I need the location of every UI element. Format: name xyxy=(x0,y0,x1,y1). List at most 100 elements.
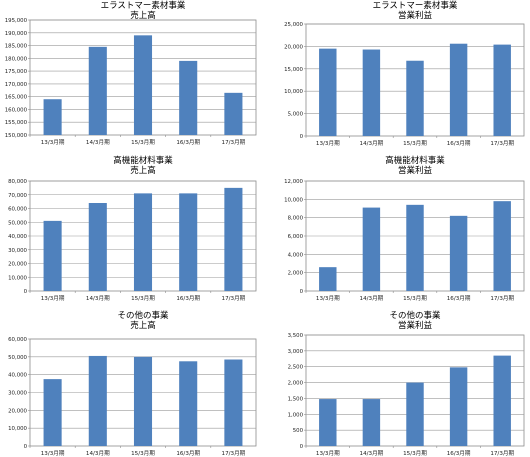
y-tick-label: 3,500 xyxy=(288,333,304,339)
y-tick-label: 10,000 xyxy=(284,197,303,203)
bar xyxy=(88,355,107,446)
x-category-label: 13/3月期 xyxy=(41,450,65,457)
chart-title: エラストマー素材事業 xyxy=(101,0,186,11)
x-category-label: 15/3月期 xyxy=(131,295,155,302)
y-tick-label: 30,000 xyxy=(8,391,27,397)
bar xyxy=(449,367,468,446)
y-tick-label: 155,000 xyxy=(5,120,28,126)
y-tick-label: 10,000 xyxy=(8,426,27,432)
y-tick-label: 40,000 xyxy=(8,373,27,379)
x-category-label: 14/3月期 xyxy=(360,450,384,457)
y-tick-label: 20,000 xyxy=(8,262,27,268)
chart-title: その他の事業 xyxy=(117,310,169,321)
y-tick-label: 180,000 xyxy=(5,56,28,62)
y-tick-label: 20,000 xyxy=(8,408,27,414)
y-tick-label: 80,000 xyxy=(8,179,27,185)
x-category-label: 13/3月期 xyxy=(41,295,65,302)
y-tick-label: 3,000 xyxy=(288,349,304,355)
x-category-label: 13/3月期 xyxy=(316,450,340,457)
x-category-label: 15/3月期 xyxy=(403,140,427,147)
x-category-label: 17/3月期 xyxy=(222,139,246,146)
bar xyxy=(493,201,511,291)
x-category-label: 17/3月期 xyxy=(490,140,514,147)
y-tick-label: 0 xyxy=(24,289,28,295)
y-tick-label: 6,000 xyxy=(288,234,304,240)
y-tick-label: 10,000 xyxy=(8,275,27,281)
y-tick-label: 70,000 xyxy=(8,193,27,199)
chart-subtitle: 売上高 xyxy=(130,10,156,21)
x-category-label: 15/3月期 xyxy=(403,295,427,302)
x-category-label: 16/3月期 xyxy=(447,295,471,302)
x-category-label: 16/3月期 xyxy=(447,450,471,457)
x-category-label: 14/3月期 xyxy=(86,450,110,457)
bar xyxy=(319,399,337,446)
x-category-label: 14/3月期 xyxy=(86,139,110,146)
x-category-label: 15/3月期 xyxy=(131,139,155,146)
bar xyxy=(362,399,381,446)
y-tick-label: 195,000 xyxy=(5,18,28,24)
bar xyxy=(406,382,424,446)
x-category-label: 13/3月期 xyxy=(41,139,65,146)
x-category-label: 17/3月期 xyxy=(490,450,514,457)
chart-title: 高機能材料事業 xyxy=(113,155,173,166)
bar xyxy=(43,99,62,135)
x-category-label: 14/3月期 xyxy=(360,140,384,147)
y-tick-label: 5,000 xyxy=(288,112,304,118)
chart-subtitle: 営業利益 xyxy=(398,165,433,176)
x-category-label: 16/3月期 xyxy=(176,139,200,146)
x-category-label: 17/3月期 xyxy=(222,450,246,457)
y-tick-label: 10,000 xyxy=(284,89,303,95)
bar xyxy=(88,46,107,136)
y-tick-label: 0 xyxy=(300,444,304,450)
bar xyxy=(179,193,198,291)
y-tick-label: 60,000 xyxy=(8,207,27,213)
bar xyxy=(179,361,198,446)
chart-subtitle: 営業利益 xyxy=(398,320,433,331)
y-tick-label: 0 xyxy=(300,289,304,295)
bar xyxy=(493,44,511,136)
x-category-label: 16/3月期 xyxy=(176,450,200,457)
bar xyxy=(406,60,424,136)
y-tick-label: 175,000 xyxy=(5,69,28,75)
bar xyxy=(319,48,337,136)
chart-title: その他の事業 xyxy=(389,310,441,321)
y-tick-label: 20,000 xyxy=(284,44,303,50)
y-tick-label: 60,000 xyxy=(8,337,27,343)
y-tick-label: 150,000 xyxy=(5,133,28,139)
bar xyxy=(406,204,424,291)
chart-subtitle: 売上高 xyxy=(130,320,156,331)
y-tick-label: 50,000 xyxy=(8,355,27,361)
bar xyxy=(133,193,153,291)
x-category-label: 13/3月期 xyxy=(316,140,340,147)
y-tick-label: 50,000 xyxy=(8,220,27,226)
x-category-label: 15/3月期 xyxy=(403,450,427,457)
chart-title: 高機能材料事業 xyxy=(385,155,445,166)
x-category-label: 17/3月期 xyxy=(222,295,246,302)
x-category-label: 13/3月期 xyxy=(316,295,340,302)
bar xyxy=(493,355,511,446)
bar xyxy=(224,359,243,446)
y-tick-label: 190,000 xyxy=(5,31,28,37)
x-category-label: 14/3月期 xyxy=(360,295,384,302)
y-tick-label: 170,000 xyxy=(5,82,28,88)
bar xyxy=(362,49,381,137)
y-tick-label: 185,000 xyxy=(5,44,28,50)
bar xyxy=(319,267,337,291)
bar xyxy=(449,43,468,136)
y-tick-label: 165,000 xyxy=(5,95,28,101)
y-tick-label: 8,000 xyxy=(288,216,304,222)
y-tick-label: 0 xyxy=(300,134,304,140)
y-tick-label: 30,000 xyxy=(8,248,27,254)
x-category-label: 16/3月期 xyxy=(447,140,471,147)
y-tick-label: 160,000 xyxy=(5,107,28,113)
y-tick-label: 1,500 xyxy=(288,396,304,402)
y-tick-label: 12,000 xyxy=(284,179,303,185)
bar xyxy=(43,379,62,446)
y-tick-label: 1,000 xyxy=(288,412,304,418)
